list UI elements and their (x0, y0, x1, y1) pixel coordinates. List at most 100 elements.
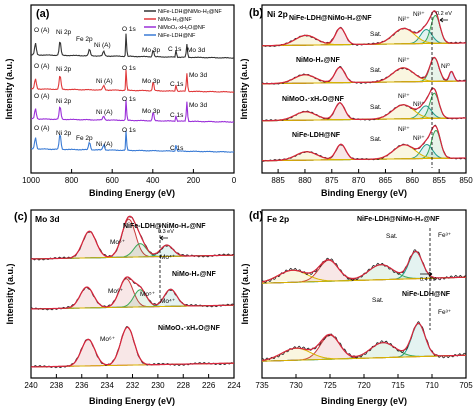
peak-label-fe2p: Fe 2p (76, 135, 93, 142)
panel-b-ylabel: Intensity (a.u.) (239, 58, 249, 119)
panel-b-title: Ni 2p (267, 9, 288, 19)
panel-d-shift: 0.4 eV (420, 277, 436, 283)
x-tick-label: 850 (459, 176, 473, 185)
panel-b-label-4: NiFe-LDH@NF (292, 132, 341, 139)
peak-label-c1s: C 1s (170, 81, 184, 88)
fit-envelope-line (30, 326, 234, 368)
panel-b-sat: Sat. (370, 31, 382, 38)
panel-c-mo5: Mo⁵⁺ (140, 291, 156, 298)
panel-c-mo6: Mo⁶⁺ (110, 239, 126, 246)
x-tick-label: 735 (255, 381, 269, 390)
panel-d-xlabel: Binding Energy (eV) (321, 396, 407, 406)
peak-label-ni-auger: Ni (A) (94, 42, 111, 49)
peak-label-fe2p: Fe 2p (76, 36, 93, 43)
fit-envelope-line (30, 215, 234, 260)
panel-d-label-1: NiFe-LDH@NiMo-H₂@NF (357, 216, 440, 223)
x-tick-label: 870 (352, 176, 366, 185)
peak-label-c1s: C 1s (170, 112, 184, 119)
peak-label-c1s: C 1s (170, 145, 184, 152)
panel-d: (d) Fe 2p Intensity (a.u.) Binding Energ… (240, 209, 473, 406)
panel-b-ni2: Ni²⁺ (398, 93, 410, 100)
x-tick-label: 600 (106, 176, 120, 185)
panel-b-sat: Sat. (370, 104, 382, 111)
peak-label-ni-auger: Ni (A) (96, 141, 113, 148)
peak-label-ni-auger: Ni (A) (96, 109, 113, 116)
panel-c-letter: (c) (14, 211, 28, 223)
x-tick-label: 715 (391, 381, 405, 390)
peak-label-o-auger: O (A) (34, 125, 50, 132)
x-tick-label: 885 (271, 176, 285, 185)
x-tick-label: 230 (151, 381, 165, 390)
panel-c-title: Mo 3d (35, 214, 60, 224)
peak-label-mo3d: Mo 3d (189, 102, 207, 109)
panel-c-label-1: NiFe-LDH@NiMo-H₂@NF (123, 223, 206, 230)
panel-d-sample-labels: NiFe-LDH@NiMo-H₂@NF NiFe-LDH@NF (357, 216, 451, 298)
panel-b-letter: (b) (249, 7, 263, 19)
panel-b-ni3: Ni³⁺ (413, 11, 425, 18)
panel-b-label-1: NiFe-LDH@NiMo-H₂@NF (289, 15, 372, 22)
peak-label-o-auger: O (A) (34, 27, 50, 34)
peak-label-mo3p: Mo 3p (142, 108, 160, 115)
peak-label-c1s: C 1s (168, 46, 182, 53)
panel-a-legend: NiFe-LDH@NiMo-H₂@NF NiMo-H₂@NF NiMoO₄·xH… (144, 9, 222, 39)
panel-c-mo6: Mo⁶⁺ (108, 288, 124, 295)
x-tick-label: 226 (202, 381, 216, 390)
panel-b-sample-labels: NiFe-LDH@NiMo-H₂@NF NiMo-H₂@NF NiMoO₄·xH… (282, 15, 372, 139)
fit-envelope-line (261, 250, 466, 283)
panel-b-label-3: NiMoO₄·xH₂O@NF (282, 96, 345, 103)
peak-label-ni-auger: Ni (A) (96, 78, 113, 85)
panel-b-ni3: Ni³⁺ (413, 101, 425, 108)
x-tick-label: 400 (146, 176, 160, 185)
legend-entry-1: NiFe-LDH@NiMo-H₂@NF (158, 9, 222, 15)
panel-d-letter: (d) (249, 210, 263, 222)
panel-c-x-ticks: 240 238 236 234 232 230 228 226 224 (24, 374, 241, 390)
survey-spectrum-line (30, 69, 235, 93)
x-tick-label: 855 (432, 176, 446, 185)
peak-label-mo3d: Mo 3d (187, 47, 205, 54)
x-tick-label: 725 (323, 381, 337, 390)
panel-d-fe3: Fe³⁺ (438, 309, 452, 316)
panel-c-annotations: Mo⁶⁺ Mo⁴⁺ 0.3 eV Mo⁶⁺ Mo⁵⁺ Mo⁴⁺ Mo⁶⁺ (100, 229, 176, 343)
panel-a: (a) Intensity (a.u.) Binding Energy (eV)… (4, 4, 237, 198)
panel-d-sat: Sat. (372, 297, 384, 304)
peak-label-o-auger: O (A) (34, 93, 50, 100)
fit-envelope-line (30, 276, 234, 310)
panel-a-curves (30, 33, 235, 153)
panel-c-sample-labels: NiFe-LDH@NiMo-H₂@NF NiMo-H₂@NF NiMoO₄·xH… (123, 223, 221, 332)
panel-d-frame (261, 209, 467, 379)
survey-spectrum-line (30, 130, 235, 153)
panel-b-ni2: Ni²⁺ (398, 16, 410, 23)
panel-c-mo4: Mo⁴⁺ (160, 298, 176, 305)
background-line (262, 354, 466, 362)
panel-c-ylabel: Intensity (a.u.) (5, 263, 15, 324)
panel-b-annotations: Sat. Ni²⁺ Ni³⁺ 0.2 eV Sat. Ni²⁺ Ni⁰ Sat.… (370, 11, 452, 143)
fit-envelope-line (261, 56, 466, 85)
panel-b-ni3: Ni³⁺ (413, 135, 425, 142)
panel-c: (c) Mo 3d Intensity (a.u.) Binding Energ… (5, 209, 241, 406)
x-tick-label: 1000 (22, 176, 40, 185)
panel-b-shift: 0.2 eV (436, 11, 452, 17)
panel-b-ni2: Ni²⁺ (398, 57, 410, 64)
x-tick-label: 240 (24, 381, 38, 390)
x-tick-label: 865 (379, 176, 393, 185)
panel-b-sat: Sat. (370, 67, 382, 74)
x-tick-label: 238 (50, 381, 64, 390)
panel-d-title: Fe 2p (267, 214, 289, 224)
survey-spectrum-line (30, 33, 235, 59)
panel-a-letter: (a) (36, 8, 50, 20)
legend-entry-4: NiFe-LDH@NF (158, 33, 196, 39)
x-tick-label: 800 (65, 176, 79, 185)
peak-label-mo3p: Mo 3p (142, 78, 160, 85)
peak-label-ni2p: Ni 2p (56, 66, 72, 73)
panel-c-label-2: NiMo-H₂@NF (172, 271, 216, 278)
peak-label-o1s: O 1s (122, 96, 136, 103)
x-tick-label: 224 (227, 381, 241, 390)
survey-spectrum-line (30, 99, 235, 123)
panel-c-curves (30, 215, 235, 369)
panel-b-xlabel: Binding Energy (eV) (321, 188, 407, 198)
x-tick-label: 234 (100, 381, 114, 390)
panel-a-x-ticks: 1000 800 600 400 200 0 (22, 169, 237, 185)
x-tick-label: 200 (187, 176, 201, 185)
peak-label-ni2p: Ni 2p (56, 29, 72, 36)
